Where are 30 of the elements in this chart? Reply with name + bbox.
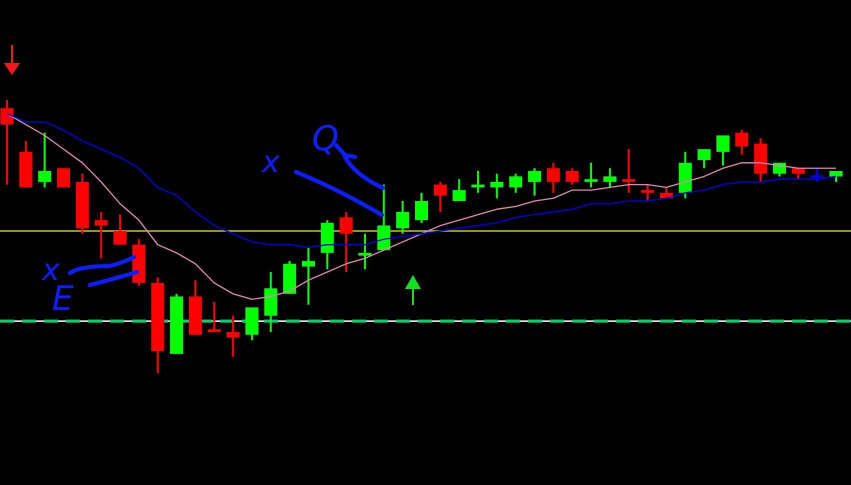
candlestick — [735, 129, 748, 156]
candlestick — [566, 167, 579, 186]
candlestick — [57, 167, 70, 188]
candlestick — [490, 172, 504, 200]
candlestick — [641, 184, 654, 202]
candlestick — [434, 180, 447, 213]
candlestick — [0, 99, 14, 186]
candlestick — [452, 178, 466, 202]
annotation: Q — [312, 119, 339, 159]
candlestick — [302, 246, 315, 306]
candlestick — [603, 167, 616, 188]
annotation: x — [261, 145, 280, 180]
candlestick — [810, 167, 824, 183]
candlestick — [622, 148, 636, 194]
candlestick — [38, 132, 52, 188]
candlestick — [716, 134, 730, 167]
candlestick — [546, 162, 560, 194]
candlestick — [396, 200, 410, 235]
candlestick — [340, 210, 353, 273]
candlestick — [509, 172, 522, 194]
candlestick — [94, 210, 108, 260]
candlestick — [208, 301, 221, 334]
candlestick — [528, 167, 542, 197]
candlestick — [698, 148, 711, 170]
candlestick — [472, 170, 485, 194]
candlestick — [584, 162, 598, 188]
candlestick — [358, 232, 372, 270]
candlestick — [226, 314, 240, 358]
candlestick — [415, 192, 428, 224]
candlestick — [114, 214, 127, 246]
